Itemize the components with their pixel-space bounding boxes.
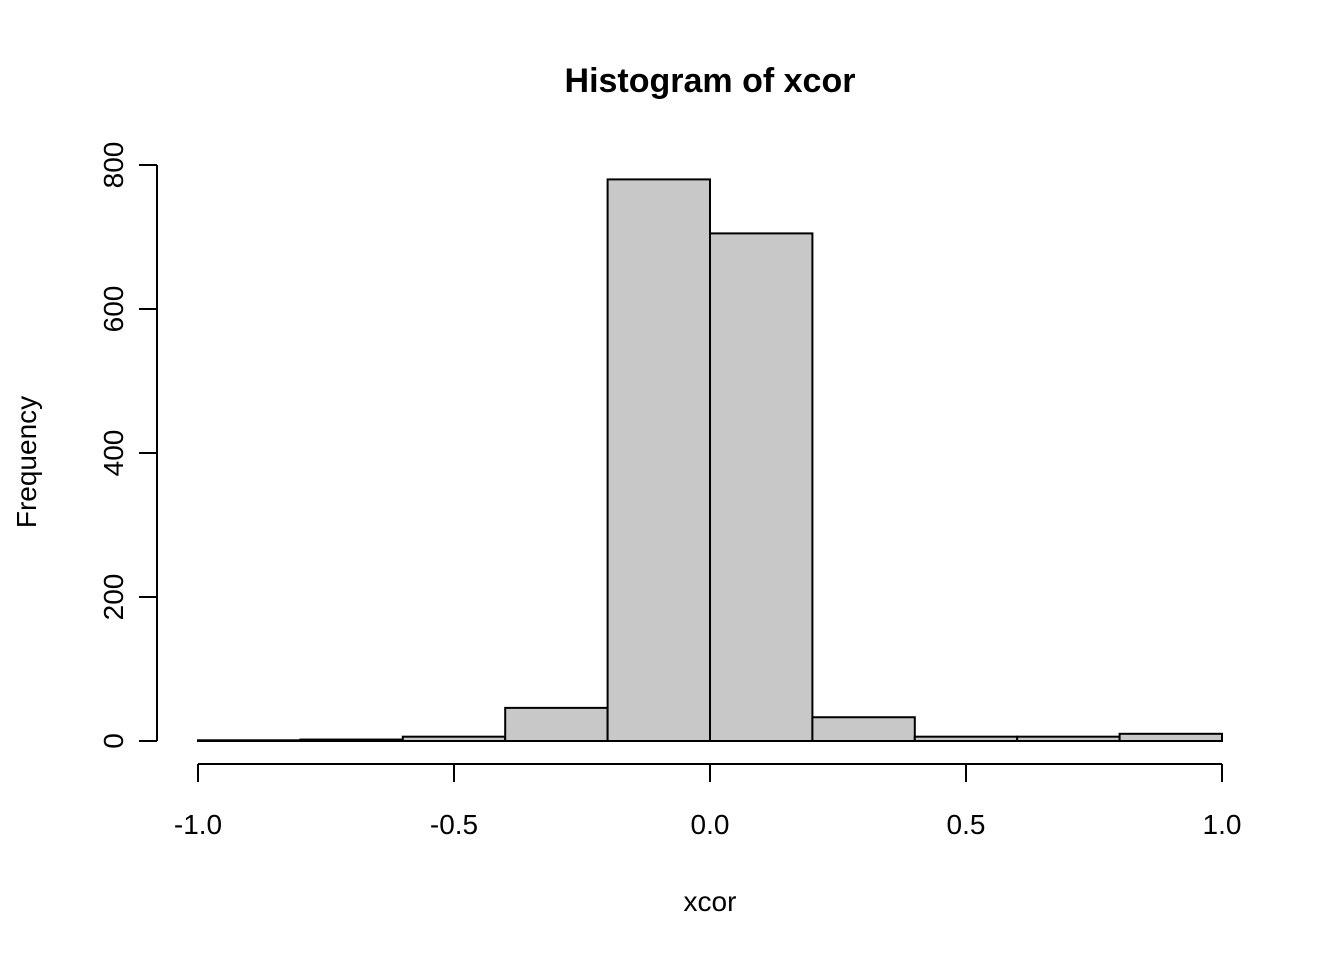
x-tick-label: -0.5 <box>430 809 478 840</box>
y-tick-label: 400 <box>98 430 129 477</box>
y-axis-label: Frequency <box>11 396 42 528</box>
histogram-bar-5 <box>709 232 814 742</box>
y-tick-label: 800 <box>98 142 129 189</box>
x-tick-label: 0.5 <box>947 809 986 840</box>
histogram-bar-8 <box>1016 735 1121 742</box>
y-tick-label: 200 <box>98 574 129 621</box>
chart-title: Histogram of xcor <box>565 62 856 100</box>
x-tick-label: -1.0 <box>174 809 222 840</box>
histogram-bar-4 <box>606 178 711 742</box>
x-axis-label: xcor <box>684 886 737 917</box>
y-tick-label: 600 <box>98 286 129 333</box>
histogram-bar-1 <box>299 738 404 742</box>
y-tick-label: 0 <box>98 733 129 749</box>
x-tick-label: 0.0 <box>691 809 730 840</box>
histogram-bar-0 <box>197 739 302 743</box>
histogram-bar-3 <box>504 706 609 743</box>
histogram-bar-2 <box>401 735 507 742</box>
x-tick-label: 1.0 <box>1203 809 1242 840</box>
y-axis: 0 200 400 600 800 <box>98 142 158 749</box>
histogram-bar-7 <box>913 735 1019 742</box>
histogram-bar-9 <box>1118 732 1223 742</box>
x-axis: -1.0 -0.5 0.0 0.5 1.0 <box>174 763 1242 840</box>
histogram-bar-6 <box>811 716 916 742</box>
histogram-bars <box>197 178 1223 743</box>
